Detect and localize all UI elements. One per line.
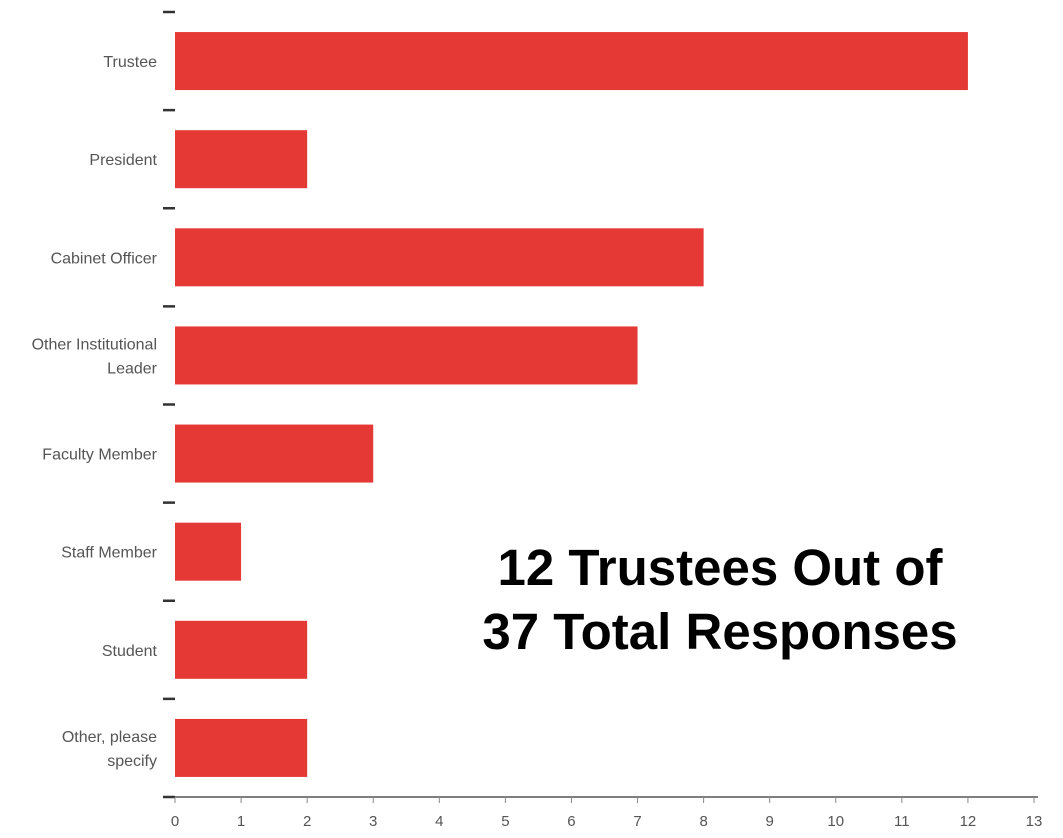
category-label-0: Trustee [103, 54, 157, 71]
annotation-line-1: 12 Trustees Out of [497, 539, 943, 596]
category-label-4: Faculty Member [42, 447, 157, 464]
axes-layer [163, 10, 1038, 803]
x-tick-label-6: 6 [567, 813, 575, 830]
bars-layer [175, 32, 968, 777]
category-label-6: Student [102, 643, 158, 660]
bar-1 [175, 130, 308, 189]
x-tick-label-4: 4 [435, 813, 443, 830]
category-label-7: Other, please specify [62, 729, 157, 770]
x-tick-label-3: 3 [369, 813, 377, 830]
category-label-5: Staff Member [61, 545, 157, 562]
annotation-line-2: 37 Total Responses [482, 603, 958, 660]
x-tick-label-5: 5 [501, 813, 509, 830]
x-tick-label-8: 8 [699, 813, 707, 830]
x-tick-label-7: 7 [633, 813, 641, 830]
bar-6 [175, 620, 308, 679]
category-label-2: Cabinet Officer [51, 250, 158, 267]
category-label-3: Other Institutional Leader [32, 336, 158, 377]
x-tick-label-11: 11 [894, 813, 910, 830]
summary-annotation: 12 Trustees Out of 37 Total Responses [420, 536, 1020, 664]
bar-3 [175, 326, 638, 385]
x-tick-label-12: 12 [960, 813, 977, 830]
x-tick-label-10: 10 [827, 813, 844, 830]
x-tick-label-13: 13 [1026, 813, 1043, 830]
x-tick-label-9: 9 [766, 813, 774, 830]
bar-0 [175, 32, 968, 91]
category-label-1: President [89, 152, 157, 169]
x-tick-label-2: 2 [303, 813, 311, 830]
bar-2 [175, 228, 704, 287]
bar-4 [175, 424, 374, 483]
x-tick-label-0: 0 [171, 813, 179, 830]
labels-layer: Trustee President Cabinet Officer Other Ins… [32, 54, 1043, 830]
bar-5 [175, 522, 242, 581]
bar-7 [175, 718, 308, 777]
x-tick-label-1: 1 [237, 813, 245, 830]
